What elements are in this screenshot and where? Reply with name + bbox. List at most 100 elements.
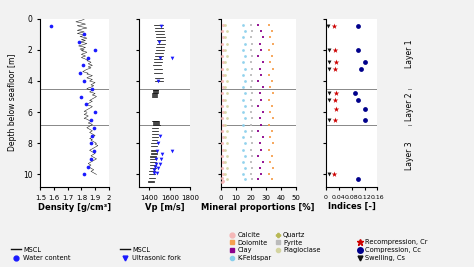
Point [229, 154, 237, 158]
Point [239, 135, 247, 139]
Point [230, 66, 238, 71]
Point [241, 79, 248, 83]
Point [154, 171, 161, 175]
Point [154, 149, 161, 153]
Point [265, 172, 273, 176]
Point [255, 79, 262, 83]
X-axis label: Density [g/cm³]: Density [g/cm³] [38, 203, 111, 212]
Point [265, 147, 273, 152]
Point [241, 54, 248, 58]
Point [218, 166, 226, 170]
Point [248, 166, 256, 170]
Point [221, 135, 229, 139]
Point [218, 41, 226, 46]
Point [80, 172, 88, 176]
Point [269, 66, 277, 71]
Point [75, 40, 82, 44]
Point [223, 116, 230, 120]
Point [239, 110, 247, 114]
Point [325, 48, 332, 52]
Point [219, 160, 227, 164]
Point [257, 97, 265, 102]
Point [221, 110, 229, 114]
Point [219, 147, 227, 152]
Point [266, 160, 274, 164]
Point [256, 91, 264, 96]
Point [219, 172, 227, 176]
Point [247, 147, 255, 152]
Point [355, 48, 362, 52]
Point [89, 134, 96, 138]
Point [361, 60, 368, 64]
Point [324, 24, 331, 29]
Point [268, 129, 275, 133]
Point [219, 23, 227, 27]
Point [256, 116, 264, 120]
Point [355, 97, 362, 102]
Point [355, 24, 362, 29]
Point [268, 79, 275, 83]
Point [91, 110, 99, 114]
Point [325, 172, 332, 176]
Point [326, 91, 333, 96]
Point [257, 147, 265, 152]
Point [255, 129, 262, 133]
Point [218, 54, 226, 58]
Point [248, 129, 256, 133]
Point [218, 180, 226, 184]
Point [241, 154, 248, 158]
Point [239, 60, 247, 64]
Point [223, 41, 230, 46]
Point [221, 147, 229, 152]
Point [230, 123, 238, 127]
Point [155, 79, 162, 83]
Point [325, 97, 332, 102]
Point [229, 172, 237, 176]
Point [84, 56, 92, 60]
Point [150, 171, 158, 175]
Legend: MSCL, Water content: MSCL, Water content [8, 244, 73, 264]
Point [232, 147, 239, 152]
Point [232, 110, 239, 114]
Point [268, 29, 275, 33]
Point [239, 147, 247, 152]
Point [255, 54, 262, 58]
Point [157, 24, 164, 29]
Point [221, 48, 229, 52]
Point [218, 104, 226, 108]
Point [47, 24, 55, 29]
Point [239, 73, 247, 77]
Point [239, 160, 247, 164]
Point [80, 79, 88, 83]
Point [156, 56, 164, 60]
Point [168, 56, 176, 60]
Point [91, 48, 99, 52]
Point [326, 60, 333, 64]
Point [218, 116, 226, 120]
Point [158, 152, 165, 156]
Point [223, 177, 230, 181]
Point [78, 95, 85, 99]
Point [269, 91, 277, 96]
Point [361, 118, 368, 122]
Point [331, 48, 339, 52]
Point [82, 102, 89, 107]
X-axis label: Indices [-]: Indices [-] [328, 202, 376, 211]
Point [265, 23, 273, 27]
Point [152, 161, 159, 166]
Point [268, 154, 275, 158]
Point [221, 23, 229, 27]
Point [223, 66, 230, 71]
Point [223, 104, 230, 108]
Point [229, 79, 237, 83]
Point [218, 154, 226, 158]
Point [90, 125, 98, 130]
Point [156, 134, 164, 138]
Point [155, 141, 162, 146]
Point [221, 172, 229, 176]
Point [332, 107, 339, 111]
Point [151, 168, 158, 172]
Point [265, 97, 273, 102]
Point [223, 54, 230, 58]
Point [223, 91, 230, 96]
